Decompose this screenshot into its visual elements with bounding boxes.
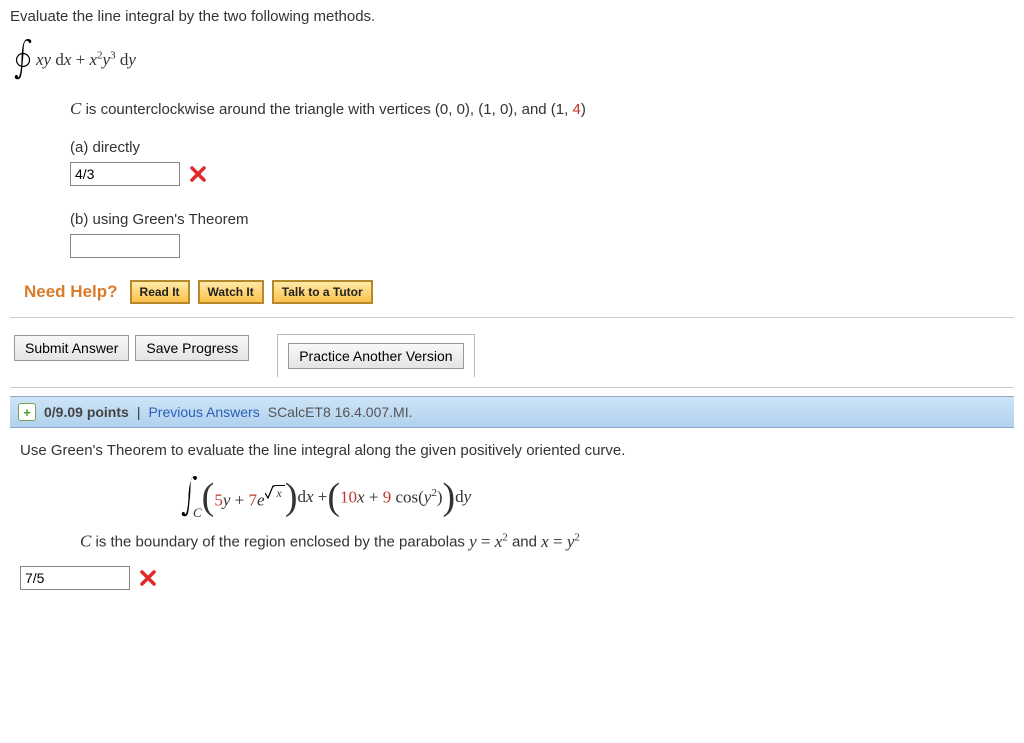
q2-answer-input[interactable] xyxy=(20,566,130,590)
q2-integrand-1: 5y + 7e x xyxy=(214,485,285,511)
practice-another-version-button[interactable]: Practice Another Version xyxy=(288,343,463,369)
integral-subscript: C xyxy=(193,505,202,521)
q1-part-a-input[interactable] xyxy=(70,162,180,186)
q2-dx: dx + xyxy=(298,487,328,507)
wrong-icon xyxy=(190,166,206,182)
integral-icon: C xyxy=(180,473,202,521)
q2-answer-row xyxy=(20,566,1004,590)
question-2-block: Use Green's Theorem to evaluate the line… xyxy=(10,428,1014,604)
save-progress-button[interactable]: Save Progress xyxy=(135,335,249,361)
action-row: Submit Answer Save Progress Practice Ano… xyxy=(10,317,1014,388)
closed-integral-icon xyxy=(10,35,36,85)
points-label: 0/9.09 points xyxy=(44,404,129,420)
submit-answer-button[interactable]: Submit Answer xyxy=(14,335,129,361)
read-it-button[interactable]: Read It xyxy=(130,280,190,304)
q1-part-b-label: (b) using Green's Theorem xyxy=(70,208,1014,232)
q1-integral: xy dx + x2y3 dy xyxy=(10,35,1014,85)
q1-curve-description: C is counterclockwise around the triangl… xyxy=(70,95,1014,122)
q2-integral: C ( 5y + 7e x ) dx + ( 10x + 9 cos(y2) )… xyxy=(180,473,1004,521)
q2-curve-description: C is the boundary of the region enclosed… xyxy=(80,531,1004,552)
question-2-header: + 0/9.09 points | Previous Answers SCalc… xyxy=(10,396,1014,428)
question-1-block: Evaluate the line integral by the two fo… xyxy=(10,5,1014,388)
question-id: SCalcET8 16.4.007.MI. xyxy=(268,404,413,420)
separator: | xyxy=(137,404,141,420)
practice-another-version-wrap: Practice Another Version xyxy=(277,334,474,377)
watch-it-button[interactable]: Watch It xyxy=(198,280,264,304)
q1-part-a-answer-row xyxy=(70,162,1014,186)
talk-tutor-button[interactable]: Talk to a Tutor xyxy=(272,280,373,304)
wrong-icon xyxy=(140,570,156,586)
q2-dy: dy xyxy=(455,487,471,507)
q1-part-b-answer-row xyxy=(70,234,1014,258)
q1-integral-expr: xy dx + x2y3 dy xyxy=(36,46,136,73)
need-help-label: Need Help? xyxy=(24,278,118,305)
previous-answers-link[interactable]: Previous Answers xyxy=(148,404,259,420)
q1-part-a-label: (a) directly xyxy=(70,136,1014,160)
q1-prompt: Evaluate the line integral by the two fo… xyxy=(10,5,1014,29)
q2-integrand-2: 10x + 9 cos(y2) xyxy=(340,487,442,508)
q2-prompt: Use Green's Theorem to evaluate the line… xyxy=(20,442,1004,459)
need-help-row: Need Help? Read It Watch It Talk to a Tu… xyxy=(24,278,1014,305)
q1-part-b-input[interactable] xyxy=(70,234,180,258)
expand-icon[interactable]: + xyxy=(18,403,36,421)
